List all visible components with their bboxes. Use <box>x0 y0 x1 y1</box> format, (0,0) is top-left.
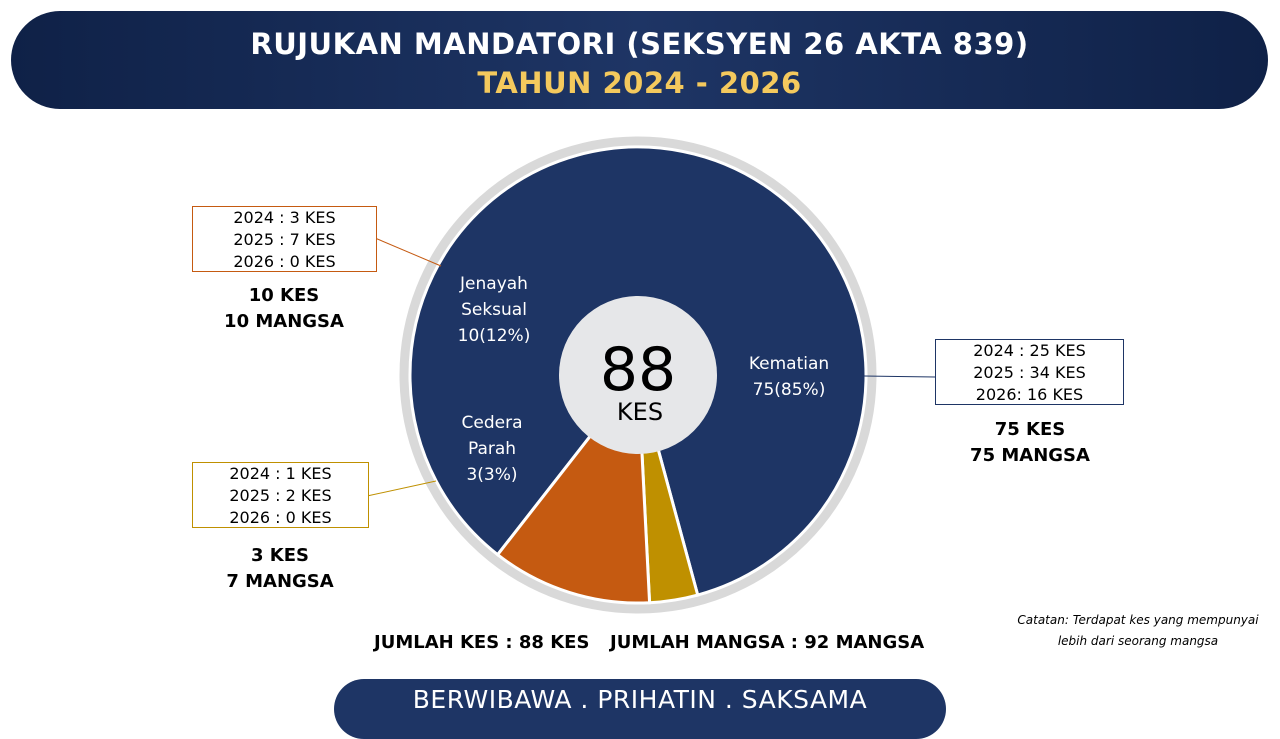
center-total-unit: KES <box>617 398 663 426</box>
pie-outer-ring <box>399 136 877 614</box>
kematian-leader-line <box>863 375 936 378</box>
cedera-year-2024: 2024 : 1 KES <box>229 464 332 483</box>
cedera-totals: 3 KES 7 MANGSA <box>180 543 380 595</box>
jenayah-total-kes: 10 KES <box>248 285 320 306</box>
jenayah-year-2024: 2024 : 3 KES <box>233 208 336 227</box>
cedera-leader-line <box>366 480 437 497</box>
page-subtitle: TAHUN 2024 - 2026 <box>477 66 802 100</box>
cedera-year-2025: 2025 : 2 KES <box>229 486 332 505</box>
jenayah-year-2025: 2025 : 7 KES <box>233 230 336 249</box>
cedera-year-2026: 2026 : 0 KES <box>229 508 332 527</box>
jenayah-totals: 10 KES 10 MANGSA <box>184 283 384 335</box>
center-total-value: 88 <box>600 335 676 405</box>
jenayah-year-box: 2024 : 3 KES 2025 : 7 KES 2026 : 0 KES <box>192 206 377 272</box>
pie-center-disk <box>559 296 717 454</box>
kematian-total-kes: 75 KES <box>994 419 1066 440</box>
note-line-2: lebih dari seorang mangsa <box>1057 634 1219 648</box>
kematian-total-mangsa: 75 MANGSA <box>970 445 1090 466</box>
kematian-slice-label: Kematian 75(85%) <box>749 354 829 400</box>
kematian-year-2025: 2025 : 34 KES <box>973 363 1086 382</box>
cedera-total-mangsa: 7 MANGSA <box>226 571 334 592</box>
page-title: RUJUKAN MANDATORI (SEKSYEN 26 AKTA 839) <box>250 27 1029 61</box>
cedera-year-box: 2024 : 1 KES 2025 : 2 KES 2026 : 0 KES <box>192 462 369 528</box>
kematian-year-box: 2024 : 25 KES 2025 : 34 KES 2026: 16 KES <box>935 339 1124 405</box>
kematian-totals: 75 KES 75 MANGSA <box>930 417 1130 469</box>
note-line-1: Catatan: Terdapat kes yang mempunyai <box>1017 613 1259 627</box>
jenayah-leader-line <box>374 237 442 267</box>
pie-chart: Kematian 75(85%) Cedera Parah 3(3%) Jenayah Se… <box>366 136 936 614</box>
kematian-year-2024: 2024 : 25 KES <box>973 341 1086 360</box>
jenayah-year-2026: 2026 : 0 KES <box>233 252 336 271</box>
catatan-note: Catatan: Terdapat kes yang mempunyai leb… <box>1008 610 1268 652</box>
header-banner: RUJUKAN MANDATORI (SEKSYEN 26 AKTA 839) … <box>11 11 1268 109</box>
kematian-year-2026: 2026: 16 KES <box>975 385 1084 404</box>
cedera-total-kes: 3 KES <box>251 545 309 566</box>
jumlah-kes: JUMLAH KES : 88 KES <box>374 632 590 653</box>
jumlah-mangsa: JUMLAH MANGSA : 92 MANGSA <box>610 632 925 653</box>
jenayah-slice-label: Jenayah Seksual 10(12%) <box>458 274 531 346</box>
jenayah-total-mangsa: 10 MANGSA <box>224 311 344 332</box>
slogan-banner: BERWIBAWA . PRIHATIN . SAKSAMA <box>334 679 946 739</box>
cedera-slice-label: Cedera Parah 3(3%) <box>462 413 523 485</box>
